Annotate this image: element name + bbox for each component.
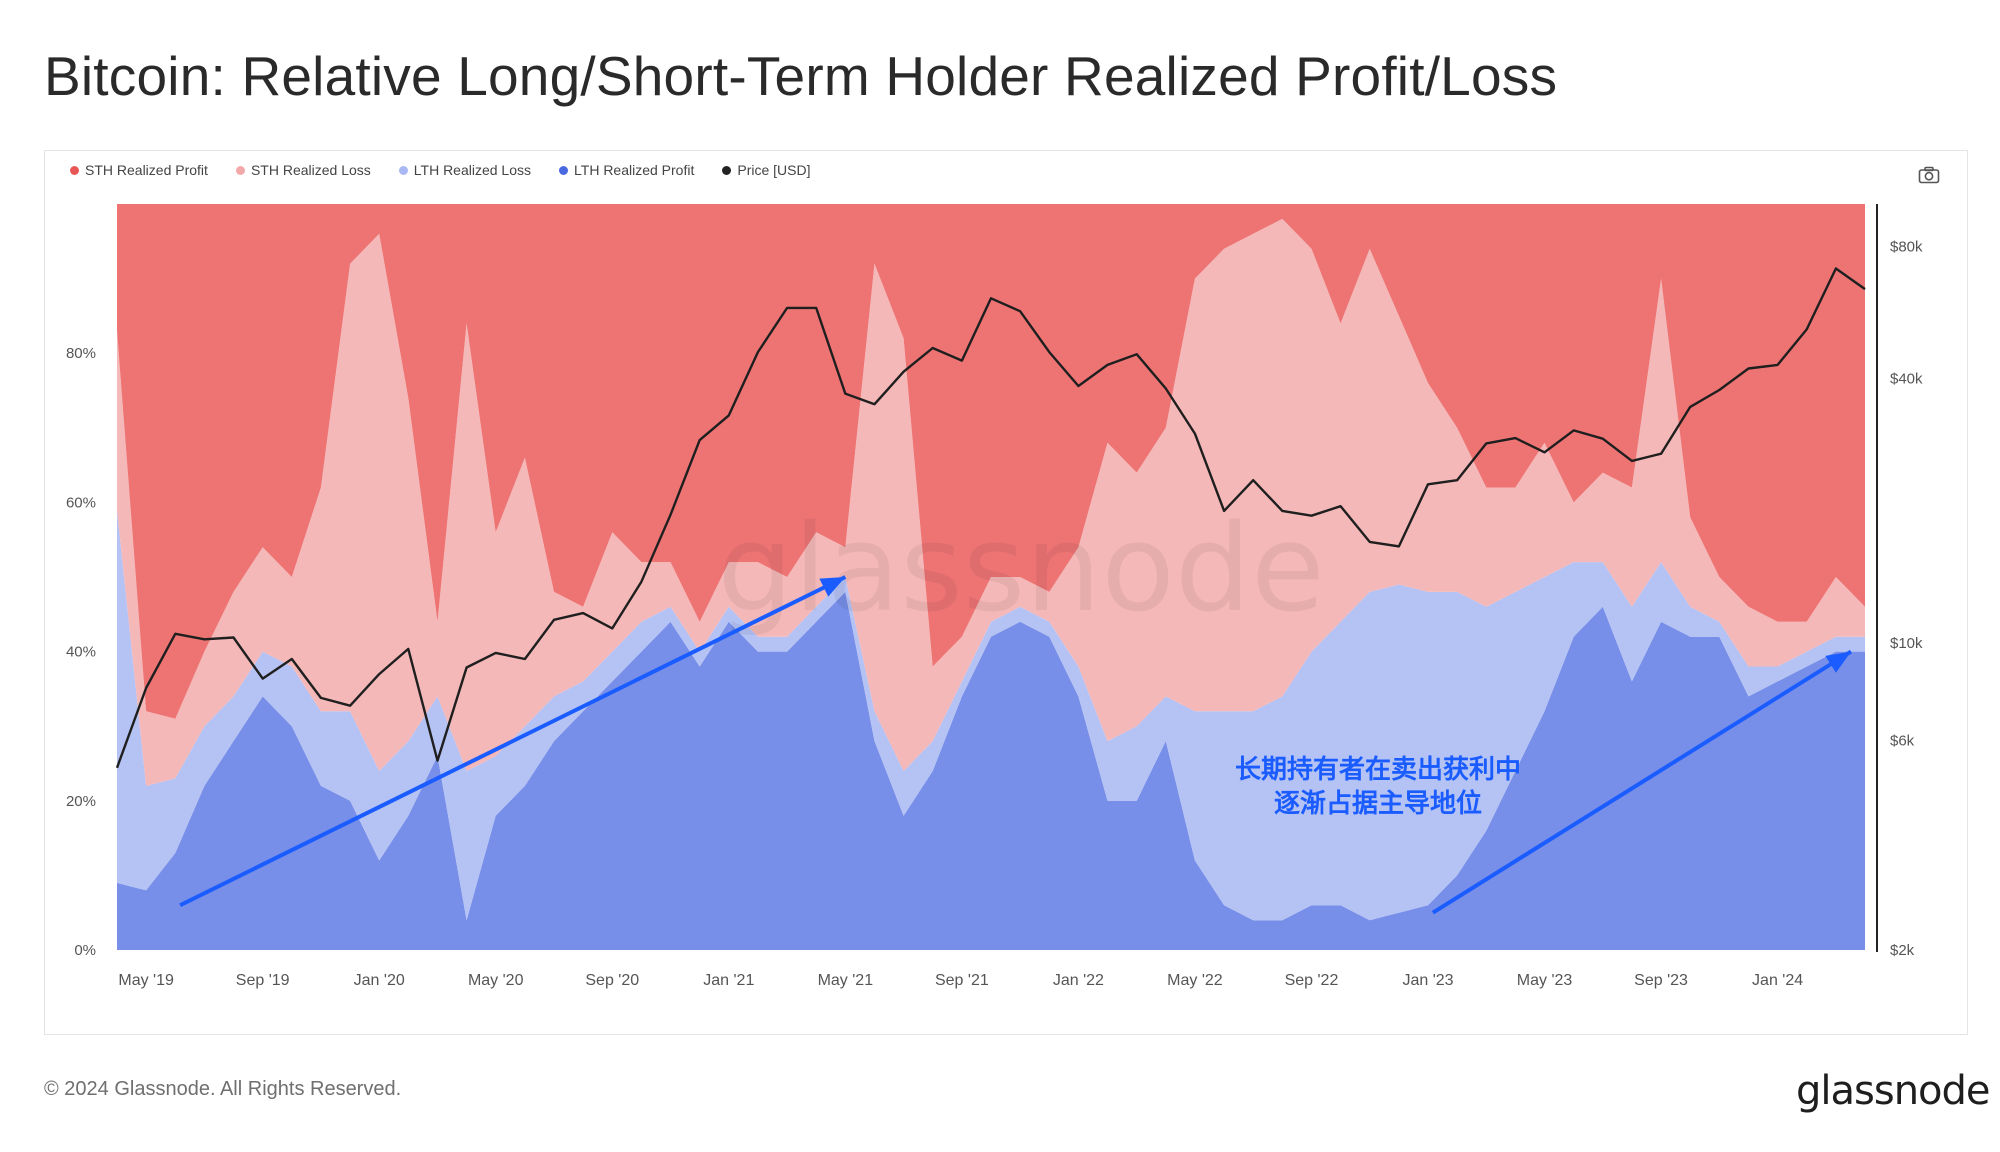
- y-tick-right: $10k: [1890, 635, 1923, 652]
- watermark: glassnode: [717, 500, 1325, 639]
- legend-dot: [235, 165, 245, 175]
- x-tick: Sep '19: [236, 972, 290, 989]
- x-tick: May '20: [468, 972, 524, 989]
- trend-arrow-line: [179, 575, 847, 908]
- price-line: [115, 267, 1866, 769]
- x-tick: Jan '20: [354, 972, 405, 989]
- legend-label: LTH Realized Profit: [574, 162, 695, 178]
- y-tick-right: $80k: [1890, 239, 1923, 256]
- x-tick: May '23: [1517, 972, 1573, 989]
- y-tick-left: 40%: [66, 644, 96, 661]
- x-tick: Jan '22: [1053, 972, 1104, 989]
- x-tick: Sep '21: [935, 972, 989, 989]
- annotation-line1: 长期持有者在卖出获利中: [1235, 755, 1521, 785]
- copyright: © 2024 Glassnode. All Rights Reserved.: [44, 1078, 402, 1100]
- trend-arrow-head: [819, 577, 846, 597]
- legend-label: STH Realized Profit: [85, 162, 208, 178]
- glassnode-logo: glassnode: [1796, 1068, 1991, 1114]
- legend: STH Realized Profit STH Realized Loss LT…: [70, 162, 810, 178]
- trend-arrow-head: [1825, 651, 1851, 673]
- x-tick: Sep '23: [1634, 972, 1688, 989]
- y-tick-right: $40k: [1890, 371, 1923, 388]
- lth-profit-area: [117, 591, 1865, 950]
- y-tick-left: 20%: [66, 793, 96, 810]
- page-title: Bitcoin: Relative Long/Short-Term Holder…: [44, 45, 1558, 107]
- x-tick: May '21: [818, 972, 874, 989]
- legend-label: STH Realized Loss: [250, 162, 371, 178]
- x-tick: Jan '24: [1752, 972, 1803, 989]
- legend-dot: [722, 165, 732, 175]
- sth-loss-area: [117, 218, 1865, 786]
- y-tick-left: 60%: [66, 494, 96, 511]
- x-tick: Jan '23: [1402, 972, 1453, 989]
- lth-loss-area: [117, 509, 1865, 921]
- legend-item-sth-profit[interactable]: STH Realized Profit: [70, 162, 208, 178]
- sth-profit-area: [117, 204, 1865, 719]
- legend-item-sth-loss[interactable]: STH Realized Loss: [235, 162, 371, 178]
- camera-icon[interactable]: [1918, 166, 1940, 184]
- legend-label: Price [USD]: [737, 162, 811, 178]
- legend-dot: [398, 165, 408, 175]
- x-tick: Jan '21: [703, 972, 754, 989]
- legend-item-price[interactable]: Price [USD]: [722, 162, 810, 178]
- legend-dot: [70, 165, 79, 175]
- y-tick-left: 80%: [66, 345, 96, 362]
- trend-arrow-line: [1431, 649, 1853, 915]
- legend-label: LTH Realized Loss: [413, 162, 532, 178]
- x-tick: May '19: [118, 972, 174, 989]
- legend-item-lth-profit[interactable]: LTH Realized Profit: [559, 162, 694, 178]
- y-tick-right: $2k: [1890, 942, 1915, 959]
- y-tick-right: $6k: [1890, 733, 1915, 750]
- legend-item-lth-loss[interactable]: LTH Realized Loss: [398, 162, 532, 178]
- x-tick: Sep '20: [585, 972, 639, 989]
- x-tick: May '22: [1167, 972, 1223, 989]
- x-tick: Sep '22: [1285, 972, 1339, 989]
- annotation-line2: 逐渐占据主导地位: [1274, 788, 1482, 819]
- legend-dot: [559, 165, 569, 175]
- y-tick-left: 0%: [74, 942, 96, 959]
